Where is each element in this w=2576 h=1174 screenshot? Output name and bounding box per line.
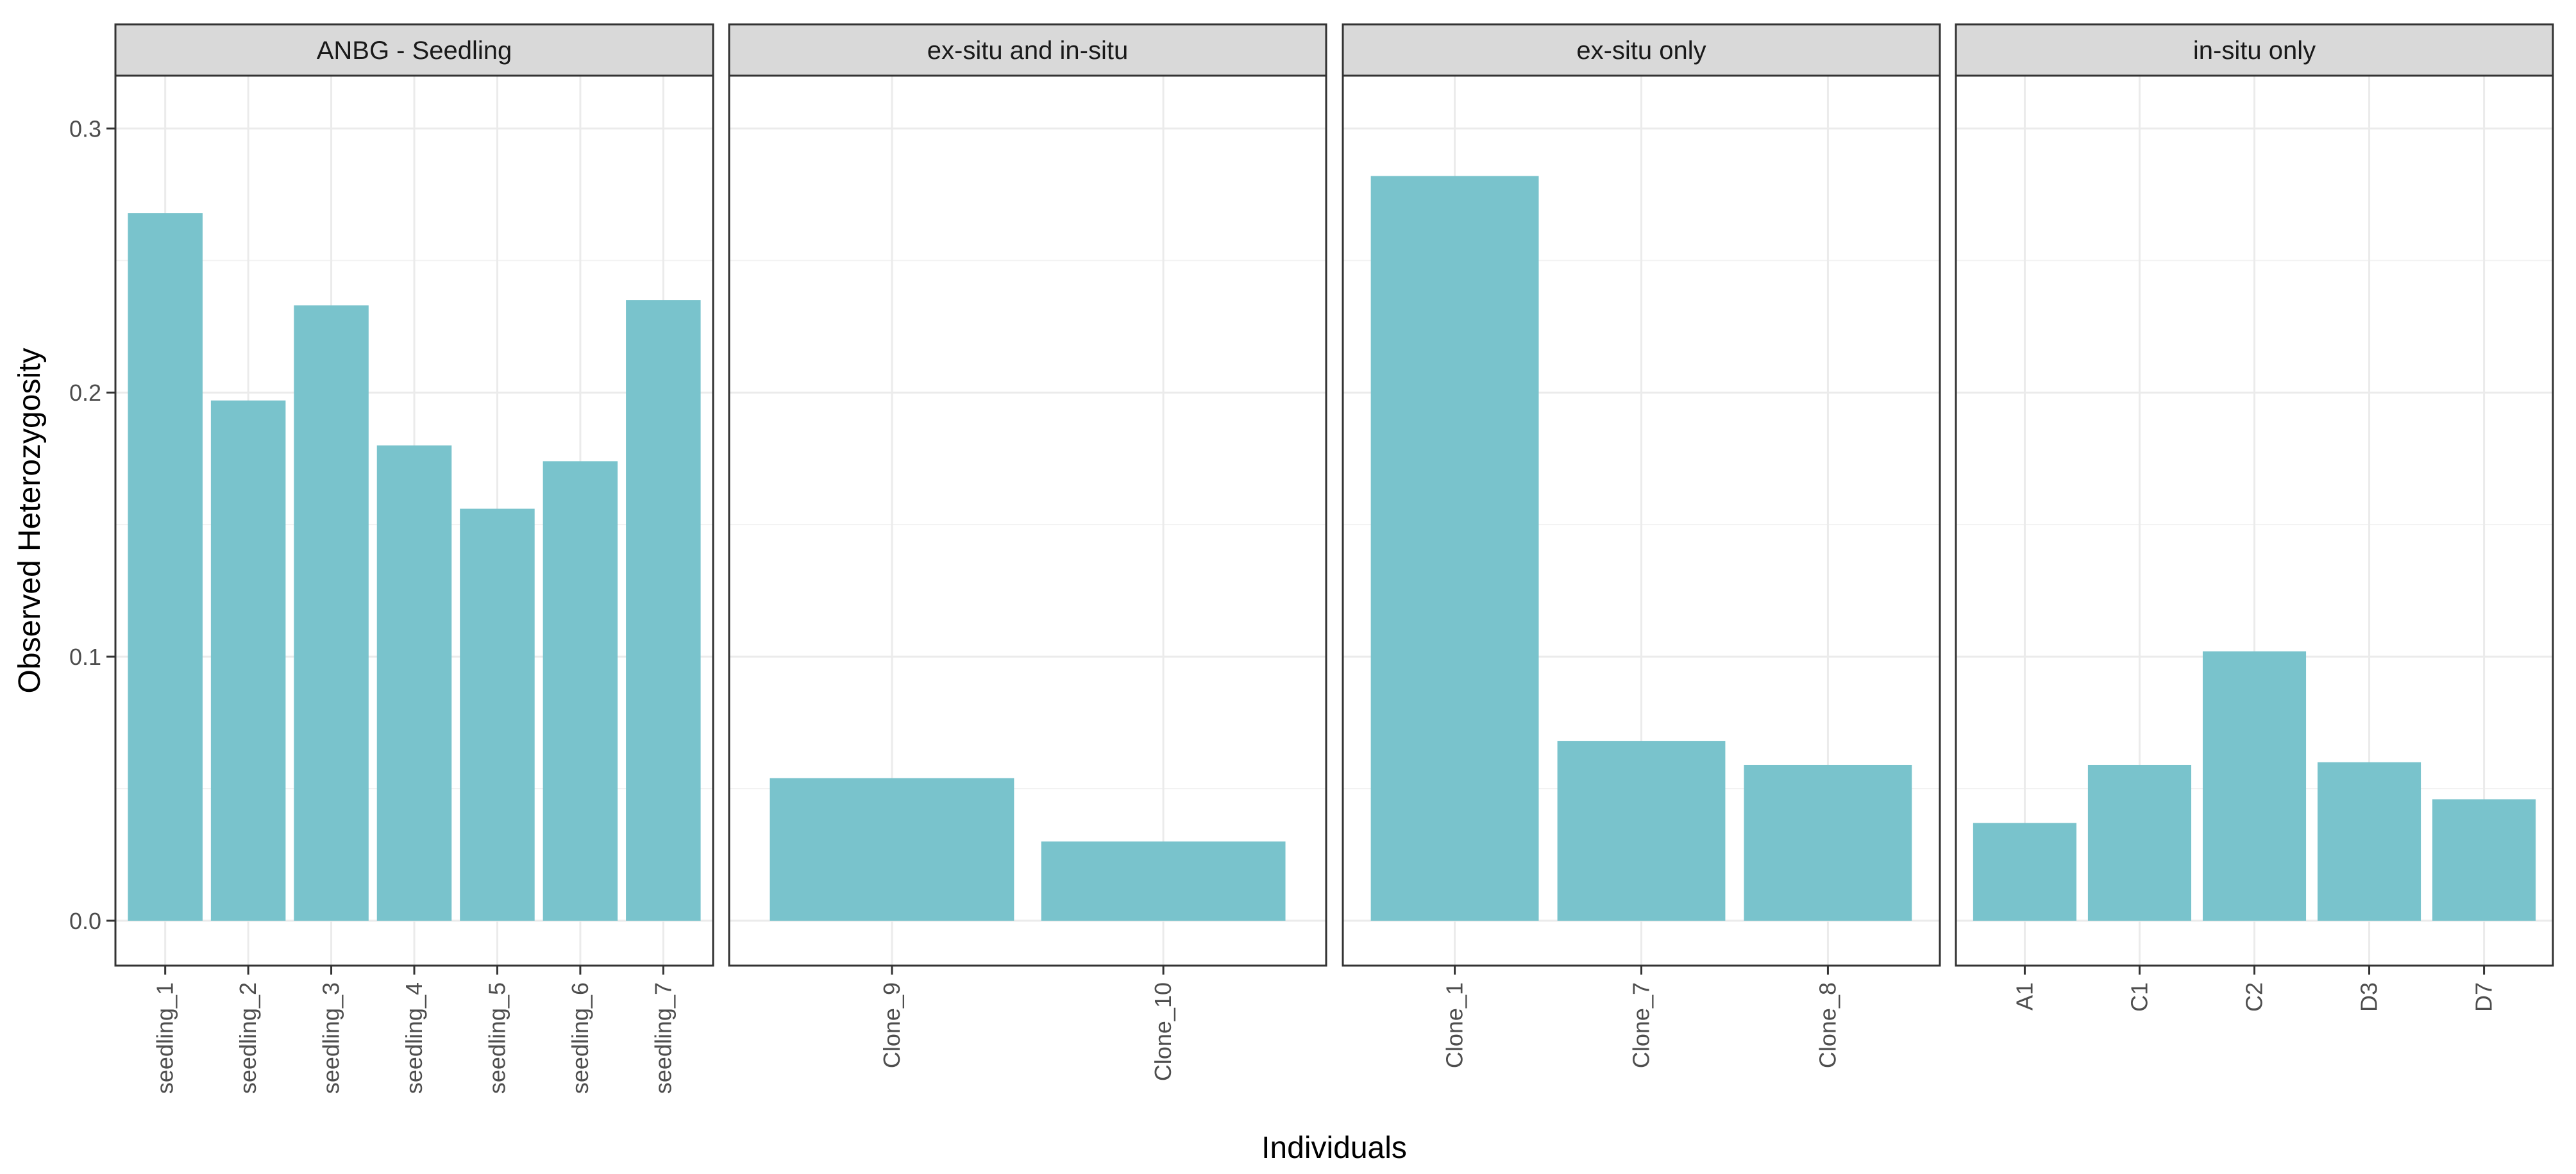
bar — [543, 461, 618, 921]
facet-strip-label: ex-situ and in-situ — [927, 37, 1128, 65]
facet-strip — [114, 23, 714, 77]
facet-panel: Clone_9 Clone_10 ex-situ and in-situ — [728, 23, 1327, 1081]
facet-strip-label: ex-situ only — [1576, 37, 1706, 65]
bar — [1041, 841, 1286, 921]
y-tick-label: 0.3 — [69, 115, 101, 142]
facet-panel: Clone_1 Clone_7 Clone_8 ex-situ only — [1342, 23, 1941, 1068]
facet-strip-label: in-situ only — [2193, 37, 2316, 65]
bar — [294, 305, 369, 921]
bar — [376, 445, 452, 921]
x-tick-label: D7 — [2471, 982, 2497, 1012]
x-tick-label: C1 — [2126, 982, 2152, 1012]
y-tick-label: 0.2 — [69, 380, 101, 406]
facet-panel: seedling_1 seedling_2 seedling_3 seedling_4… — [114, 23, 714, 1094]
bar — [2087, 764, 2192, 921]
bar — [770, 778, 1014, 921]
y-tick-label: 0.0 — [69, 908, 101, 934]
x-tick-label: A1 — [2011, 982, 2037, 1010]
facet-strip — [728, 23, 1327, 77]
x-tick-label: seedling_6 — [567, 982, 593, 1094]
bar — [460, 508, 535, 921]
x-tick-label: seedling_1 — [152, 982, 178, 1094]
bar — [2317, 762, 2421, 921]
x-tick-label: Clone_1 — [1442, 982, 1468, 1068]
x-tick-label: seedling_7 — [650, 982, 676, 1094]
bar — [128, 213, 203, 921]
x-axis-title: Individuals — [1261, 1131, 1407, 1165]
bar — [2202, 651, 2307, 921]
x-tick-label: seedling_2 — [235, 982, 261, 1094]
facet-strip-label: ANBG - Seedling — [317, 37, 512, 65]
facet-panels: seedling_1 seedling_2 seedling_3 seedling_4… — [114, 23, 2554, 1094]
x-tick-label: D3 — [2356, 982, 2382, 1012]
bar — [1973, 823, 2076, 921]
y-axis-title: Observed Heterozygosity — [13, 348, 47, 694]
bar — [1744, 764, 1912, 921]
x-tick-label: Clone_10 — [1150, 982, 1176, 1081]
facet-panel: A1 C1 C2 D3 D7 in-situ only — [1955, 23, 2554, 1012]
x-tick-label: seedling_5 — [484, 982, 510, 1094]
x-tick-label: Clone_7 — [1628, 982, 1654, 1068]
bar — [1370, 176, 1539, 921]
x-tick-label: seedling_3 — [318, 982, 344, 1094]
bar — [210, 400, 286, 921]
x-tick-label: seedling_4 — [401, 982, 427, 1094]
bar — [1557, 741, 1726, 921]
bar — [2432, 799, 2536, 921]
x-tick-label: Clone_8 — [1814, 982, 1840, 1068]
facet-strip — [1955, 23, 2554, 77]
bar — [626, 300, 701, 921]
y-tick-label: 0.1 — [69, 644, 101, 670]
y-axis: 0.0 0.1 0.2 0.3 — [69, 115, 115, 934]
x-tick-label: Clone_9 — [879, 982, 905, 1068]
facet-strip — [1342, 23, 1941, 77]
x-tick-label: C2 — [2241, 982, 2268, 1012]
